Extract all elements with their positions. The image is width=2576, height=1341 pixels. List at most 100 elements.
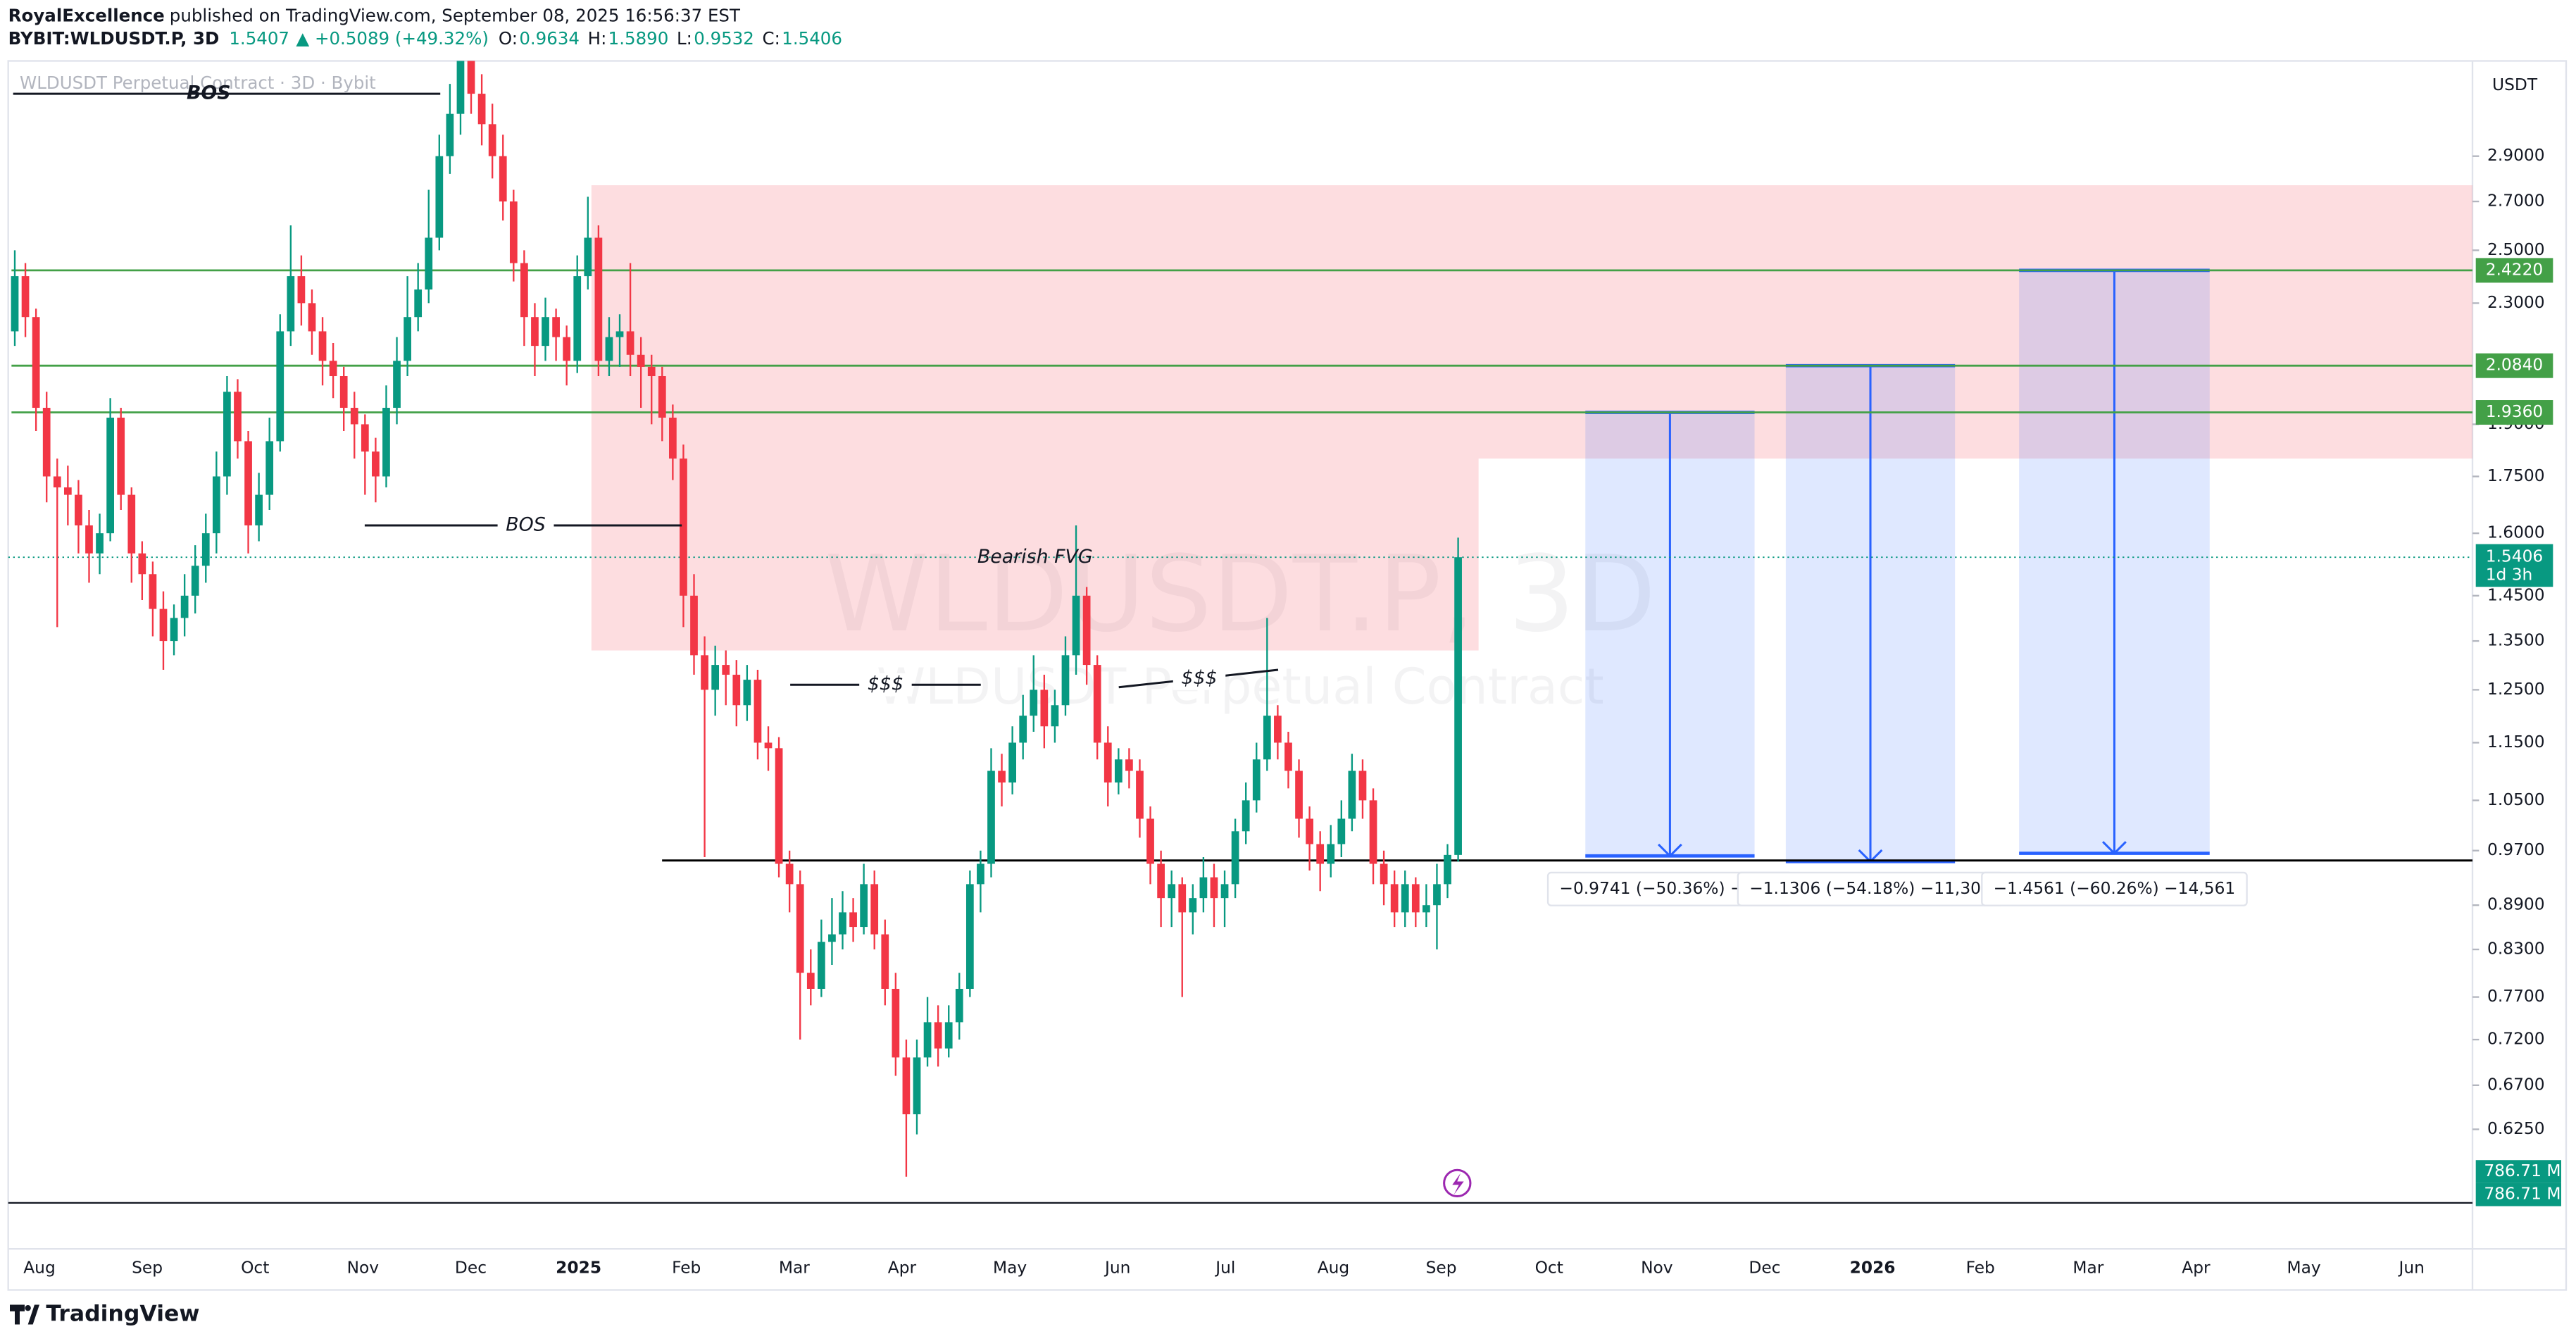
candle-body xyxy=(1030,690,1038,716)
candle-body xyxy=(870,884,879,935)
candle-body xyxy=(170,618,178,642)
candle-body xyxy=(477,94,486,125)
candle-body xyxy=(1401,884,1409,913)
candle-body xyxy=(1369,800,1377,864)
candle-body xyxy=(828,934,836,942)
candle-body xyxy=(531,317,539,347)
candle-body xyxy=(637,354,645,367)
candle-body xyxy=(509,201,518,263)
candle-body xyxy=(212,476,220,534)
x-tick-label: Jun xyxy=(2397,1259,2424,1278)
chart-frame xyxy=(7,60,2568,1291)
measure-arrowhead xyxy=(2102,841,2127,855)
x-tick-label: Mar xyxy=(2072,1259,2103,1278)
candle-body xyxy=(1072,595,1080,656)
candle-body xyxy=(287,276,295,332)
candle-body xyxy=(923,1022,932,1058)
candle-body xyxy=(149,574,157,609)
x-tick-label: Jul xyxy=(1214,1259,1235,1278)
candle-body xyxy=(520,263,528,318)
candle-body xyxy=(1252,759,1261,801)
level-tag-label: 2.4220 xyxy=(2486,260,2544,279)
candle-body xyxy=(573,276,582,361)
last-price: 1.5407 xyxy=(229,28,289,49)
annotation-bg xyxy=(859,673,912,697)
candle-body xyxy=(1380,863,1388,885)
x-tick-label: May xyxy=(2287,1259,2320,1278)
logo-dot xyxy=(25,1304,31,1311)
candle-body xyxy=(1093,665,1101,743)
candle-body xyxy=(839,912,846,935)
annotation-text: Bearish FVG xyxy=(977,546,1093,568)
current-price-label: 1.5406 xyxy=(2486,547,2544,566)
candle-body xyxy=(669,417,677,459)
event-icon[interactable] xyxy=(1443,1168,1472,1198)
candle-body xyxy=(998,771,1006,783)
measure-label: −1.4561 (−60.26%) −14,561 xyxy=(1994,879,2236,898)
candle-body xyxy=(1178,884,1187,913)
measure-label-box xyxy=(1981,871,2248,906)
annotation-bg xyxy=(1173,667,1226,690)
candle-body xyxy=(276,331,285,442)
candle-body xyxy=(626,331,634,355)
candle-body xyxy=(658,376,666,418)
measure-arrowhead xyxy=(1657,843,1682,858)
candle-body xyxy=(117,417,125,495)
candle-body xyxy=(1242,800,1250,832)
candle-body xyxy=(350,408,358,425)
candle-body xyxy=(902,1057,911,1115)
ohlc-label: H: xyxy=(588,28,607,49)
candle-body xyxy=(361,424,369,452)
candle-body xyxy=(743,680,751,706)
candle-body xyxy=(372,451,380,477)
candle-body xyxy=(881,934,889,989)
ohlc-value: 1.5890 xyxy=(608,28,669,49)
candle-body xyxy=(75,494,82,525)
overlay: RoyalExcellence published on TradingView.… xyxy=(8,6,2562,1278)
candle-body xyxy=(1019,716,1027,743)
candle-body xyxy=(308,303,316,332)
candle-body xyxy=(817,942,825,989)
candle-body xyxy=(1125,759,1133,771)
candle-body xyxy=(244,441,252,525)
y-tick-label: 2.3000 xyxy=(2487,293,2545,312)
logo-mark xyxy=(9,1304,39,1325)
y-tick-label: 1.1500 xyxy=(2487,732,2545,751)
candle-body xyxy=(382,408,390,477)
candle-body xyxy=(680,459,687,596)
candle-body xyxy=(404,317,411,361)
candle-body xyxy=(1008,742,1016,783)
measure-label: −1.1306 (−54.18%) −11,306 xyxy=(1749,879,1992,898)
x-tick-label: Nov xyxy=(1641,1259,1673,1278)
y-tick-label: 0.9700 xyxy=(2487,840,2545,859)
candle-body xyxy=(955,988,963,1023)
legend-text: WLDUSDT Perpetual Contract · 3D · Bybit xyxy=(20,73,376,93)
candle-body xyxy=(339,376,348,408)
candle-body xyxy=(234,392,242,442)
x-tick-label: May xyxy=(993,1259,1027,1278)
candle-body xyxy=(711,665,720,690)
annotation-text: $$$ xyxy=(1181,667,1217,689)
y-tick-label: 2.9000 xyxy=(2487,146,2545,165)
y-tick-label: 0.8300 xyxy=(2487,940,2545,959)
level-tag-label: 2.0840 xyxy=(2486,356,2544,375)
candle-body xyxy=(1136,771,1144,819)
x-tick-label: 2025 xyxy=(556,1259,601,1278)
candle-body xyxy=(860,884,868,928)
ohlc-value: 1.5406 xyxy=(782,28,842,49)
candle-body xyxy=(584,237,592,277)
currency-label: USDT xyxy=(2492,75,2538,94)
candle-body xyxy=(1168,884,1176,899)
published-text: published on TradingView.com, September … xyxy=(170,6,741,26)
x-tick-label: 2026 xyxy=(1850,1259,1896,1278)
tradingview-logo: TradingView xyxy=(9,1302,199,1327)
y-tick-label: 1.6000 xyxy=(2487,523,2545,542)
candle-body xyxy=(605,337,613,361)
candle-body xyxy=(1358,771,1367,801)
y-tick-label: 0.7200 xyxy=(2487,1030,2545,1049)
level-tag xyxy=(2475,353,2553,378)
volume-tag xyxy=(2475,1183,2562,1206)
candle-body xyxy=(191,566,199,596)
